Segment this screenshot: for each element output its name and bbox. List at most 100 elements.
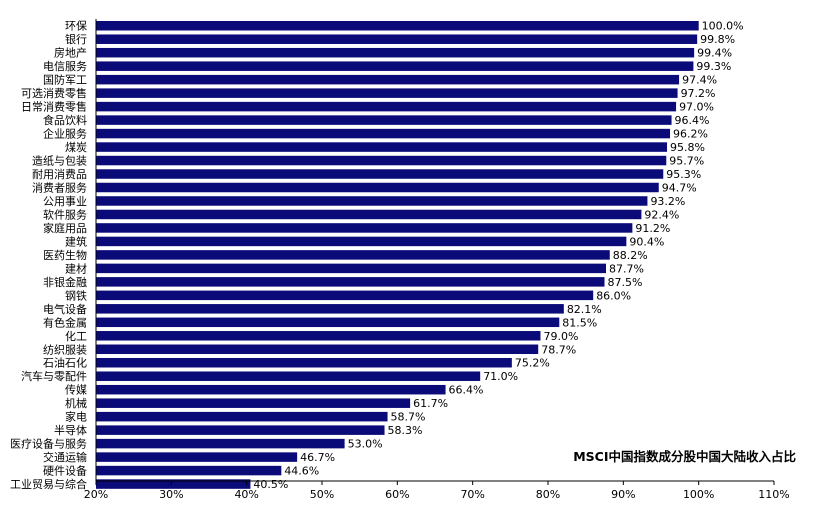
category-label: 耐用消费品 (32, 167, 87, 181)
bar-31 (96, 438, 345, 449)
value-label: 79.0% (543, 330, 578, 343)
bar-5 (96, 88, 678, 98)
category-label: 国防军工 (43, 73, 87, 87)
category-label: 机械 (65, 396, 87, 410)
bar-6 (96, 101, 677, 112)
bar-17 (96, 250, 610, 260)
category-label: 交通运输 (43, 450, 87, 464)
value-label: 81.5% (562, 316, 597, 329)
bar-11 (96, 169, 664, 179)
value-label: 99.4% (697, 47, 732, 60)
value-label: 99.3% (696, 60, 731, 73)
category-label: 房地产 (54, 46, 87, 60)
value-label: 58.3% (388, 424, 423, 437)
value-label: 87.5% (608, 276, 643, 289)
value-label: 61.7% (413, 397, 448, 410)
value-label: 97.0% (679, 101, 714, 114)
x-tick-label: 90% (611, 488, 635, 501)
value-label: 58.7% (391, 411, 426, 424)
bar-15 (96, 223, 633, 233)
x-tick-label: 40% (234, 488, 258, 501)
value-label: 78.7% (541, 343, 576, 356)
value-label: 96.4% (675, 114, 710, 127)
legend-label: MSCI中国指数成分股中国大陆收入占比 (573, 449, 796, 464)
category-label: 煤炭 (65, 141, 87, 154)
category-label: 食品饮料 (43, 113, 87, 127)
category-label: 公用事业 (43, 195, 87, 208)
bar-29 (96, 411, 388, 422)
bar-9 (96, 142, 668, 152)
bar-24 (96, 344, 539, 355)
category-label: 医药生物 (43, 248, 87, 262)
category-label: 纺织服装 (43, 342, 87, 356)
category-label: 医疗设备与服务 (10, 437, 87, 451)
category-label: 石油石化 (43, 356, 87, 370)
value-label: 66.4% (449, 384, 484, 397)
category-label: 传媒 (65, 384, 87, 397)
value-label: 88.2% (613, 249, 648, 262)
category-label: 化工 (65, 329, 87, 343)
x-tick-label: 70% (460, 488, 484, 501)
category-label: 可选消费零售 (21, 86, 87, 100)
value-label: 86.0% (596, 289, 631, 302)
bar-2 (96, 47, 695, 58)
x-tick-label: 30% (159, 488, 183, 501)
value-label: 92.4% (644, 208, 679, 221)
value-label: 44.6% (284, 465, 319, 478)
value-label: 96.2% (673, 128, 708, 141)
category-label: 银行 (65, 32, 87, 46)
category-label: 软件服务 (43, 207, 87, 221)
bar-3 (96, 61, 694, 71)
value-label: 87.7% (609, 262, 644, 275)
bar-7 (96, 115, 672, 125)
bar-18 (96, 263, 607, 274)
x-tick-label: 60% (385, 488, 409, 501)
value-label: 90.4% (629, 235, 664, 248)
bar-4 (96, 74, 680, 85)
category-label: 日常消费零售 (21, 100, 87, 114)
x-axis: 20% 30% 40% 50% 60% 70% 80% 90% 100% 110% (84, 19, 790, 501)
bar-25 (96, 357, 512, 368)
value-label: 71.0% (483, 370, 518, 383)
bar-14 (96, 209, 642, 220)
category-label: 汽车与零配件 (21, 369, 87, 383)
value-label: 75.2% (515, 357, 550, 370)
category-labels-group: 环保银行房地产电信服务国防军工可选消费零售日常消费零售食品饮料企业服务煤炭造纸与… (10, 19, 87, 491)
bar-21 (96, 304, 564, 314)
value-label: 95.8% (670, 141, 705, 154)
bar-28 (96, 398, 411, 408)
x-tick-label: 110% (758, 488, 789, 501)
category-label: 非银金融 (43, 275, 87, 289)
bar-12 (96, 182, 659, 193)
value-label: 99.8% (700, 33, 735, 46)
bar-16 (96, 236, 627, 247)
bar-10 (96, 155, 667, 166)
category-label: 消费者服务 (32, 181, 87, 195)
value-label: 97.2% (681, 87, 716, 100)
bar-0 (96, 20, 699, 31)
bar-13 (96, 196, 648, 206)
bar-27 (96, 384, 446, 395)
x-tick-label: 20% (84, 488, 108, 501)
value-label: 94.7% (662, 182, 697, 195)
value-label: 95.7% (669, 155, 704, 168)
value-label: 97.4% (682, 74, 717, 87)
bar-34 (96, 479, 251, 489)
category-label: 建筑 (65, 234, 87, 248)
bar-26 (96, 371, 481, 381)
category-label: 企业服务 (43, 127, 87, 141)
value-labels-group: 100.0%99.8%99.4%99.3%97.4%97.2%97.0%96.4… (253, 20, 743, 491)
category-label: 硬件设备 (43, 464, 87, 478)
bar-1 (96, 34, 698, 44)
category-label: 半导体 (54, 423, 87, 437)
bar-30 (96, 425, 385, 435)
value-label: 93.2% (650, 195, 685, 208)
category-label: 家电 (65, 410, 87, 424)
category-label: 钢铁 (65, 289, 87, 302)
category-label: 环保 (65, 19, 87, 33)
x-tick-label: 100% (683, 488, 714, 501)
category-label: 电气设备 (43, 302, 87, 316)
bar-33 (96, 465, 282, 476)
category-label: 工业贸易与综合 (10, 477, 87, 491)
